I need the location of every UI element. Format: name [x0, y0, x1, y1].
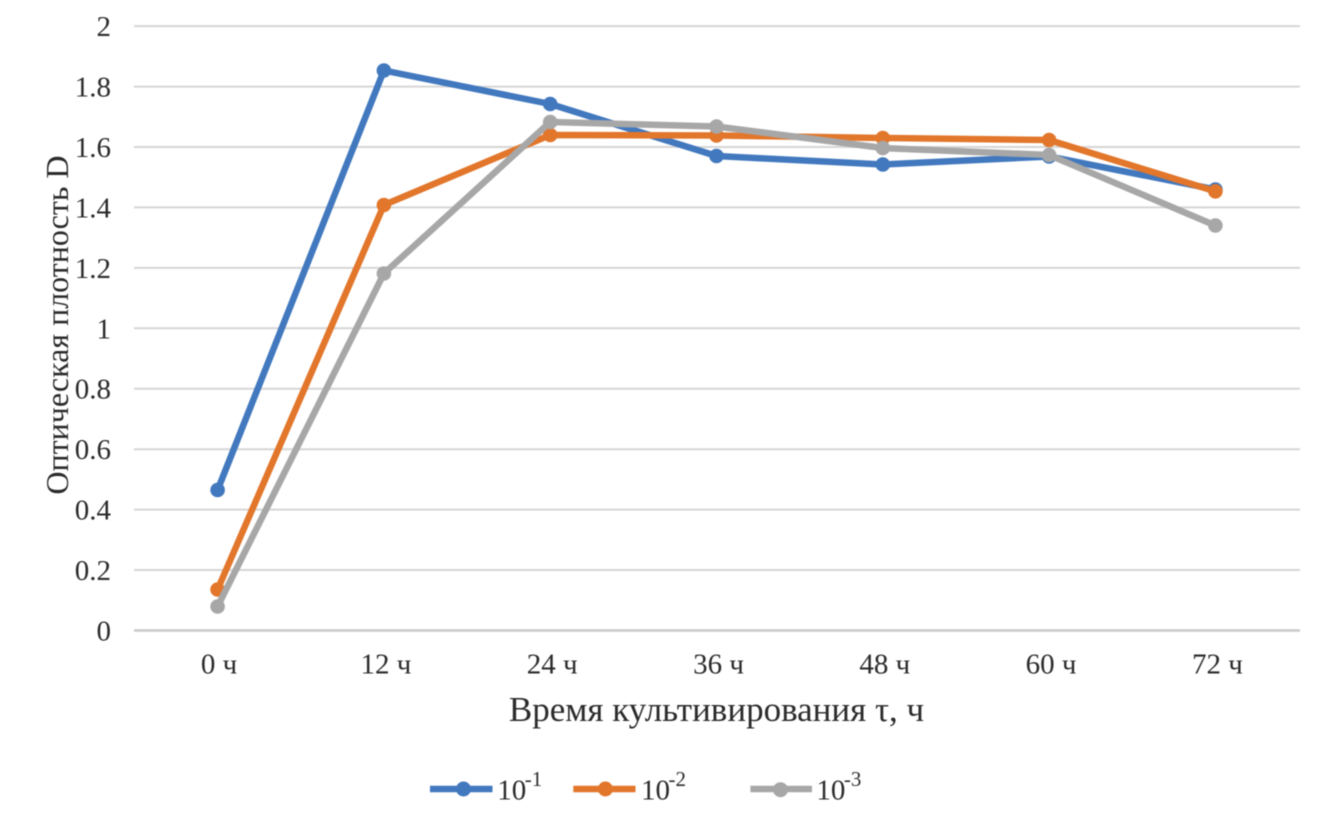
svg-text:0 ч: 0 ч [201, 648, 237, 680]
svg-text:Оптическая плотность D: Оптическая плотность D [39, 155, 75, 494]
svg-text:1: 1 [97, 313, 112, 345]
svg-text:1.2: 1.2 [75, 253, 111, 285]
svg-text:12 ч: 12 ч [360, 648, 411, 680]
svg-text:10: 10 [816, 774, 845, 806]
svg-text:10: 10 [641, 774, 670, 806]
svg-text:24 ч: 24 ч [527, 648, 578, 680]
svg-text:10: 10 [497, 774, 526, 806]
svg-text:Время культивирования τ, ч: Время культивирования τ, ч [509, 690, 924, 729]
svg-text:-3: -3 [844, 767, 862, 791]
svg-text:48 ч: 48 ч [859, 648, 910, 680]
svg-text:72 ч: 72 ч [1192, 648, 1243, 680]
svg-text:0.6: 0.6 [75, 434, 111, 466]
svg-text:0: 0 [97, 616, 112, 648]
svg-text:0.8: 0.8 [75, 374, 111, 406]
svg-text:0.2: 0.2 [75, 555, 111, 587]
svg-text:1.8: 1.8 [75, 72, 111, 104]
svg-text:1.6: 1.6 [75, 132, 111, 164]
svg-text:1.4: 1.4 [75, 192, 112, 224]
svg-text:36 ч: 36 ч [693, 648, 744, 680]
svg-text:60 ч: 60 ч [1026, 648, 1077, 680]
svg-text:2: 2 [97, 11, 112, 43]
svg-text:-1: -1 [525, 767, 543, 791]
svg-text:0.4: 0.4 [75, 495, 112, 527]
svg-text:-2: -2 [669, 767, 687, 791]
